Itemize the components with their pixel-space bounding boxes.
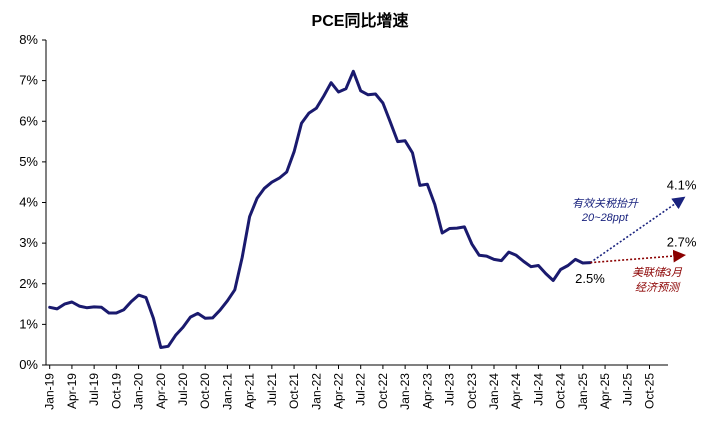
tariff-forecast-label: 4.1% [667, 177, 697, 192]
x-tick-label: Oct-23 [465, 373, 479, 409]
x-tick-label: Jan-19 [43, 373, 57, 410]
x-tick-label: Apr-25 [598, 373, 612, 409]
y-tick-label: 2% [19, 276, 38, 291]
y-axis: 0% 1% 2% 3% 4% 5% 6% 7% 8% [19, 32, 47, 372]
x-tick-label: Apr-22 [331, 373, 345, 409]
x-tick-label: Jan-25 [576, 373, 590, 410]
fed-annotation-line1: 美联储3月 [632, 266, 683, 279]
x-tick-label: Jul-19 [87, 373, 101, 406]
x-tick-label: Oct-22 [376, 373, 390, 409]
x-tick-label: Jul-21 [265, 373, 279, 406]
y-tick-label: 0% [19, 357, 38, 372]
x-tick-label: Jan-20 [132, 373, 146, 410]
y-tick-label: 3% [19, 235, 38, 250]
tariff-annotation-line2: 20~28ppt [581, 212, 629, 224]
x-tick-label: Apr-21 [243, 373, 257, 409]
fed-forecast-label: 2.7% [667, 234, 697, 249]
y-tick-label: 4% [19, 195, 38, 210]
x-tick-label: Jul-22 [354, 373, 368, 406]
y-tick-label: 7% [19, 73, 38, 88]
x-tick-label: Oct-21 [287, 373, 301, 409]
x-tick-label: Jan-22 [309, 373, 323, 410]
tariff-annotation-line1: 有效关税抬升 [572, 197, 639, 210]
x-tick-label: Oct-24 [554, 373, 568, 409]
x-tick-label: Apr-20 [154, 373, 168, 409]
x-tick-label: Jul-23 [443, 373, 457, 406]
x-tick-label: Oct-19 [109, 373, 123, 409]
x-tick-label: Jan-21 [220, 373, 234, 410]
tariff-forecast-arrow [589, 196, 686, 264]
x-tick-label: Jul-20 [176, 373, 190, 406]
x-tick-label: Jan-24 [487, 373, 501, 410]
fed-forecast-arrow [590, 249, 686, 264]
y-tick-label: 8% [19, 32, 38, 47]
x-tick-label: Apr-23 [420, 373, 434, 409]
fed-annotation-line2: 经济预测 [635, 281, 681, 294]
x-tick-label: Apr-19 [65, 373, 79, 409]
x-tick-label: Oct-25 [642, 373, 656, 409]
forecast-layer: 4.1% 2.7% [589, 177, 697, 264]
x-tick-label: Jan-23 [398, 373, 412, 410]
x-tick-label: Apr-24 [509, 373, 523, 409]
x-tick-label: Jul-24 [531, 373, 545, 406]
series-layer [48, 69, 592, 349]
pce-series-line [48, 69, 592, 349]
last-value-label: 2.5% [575, 271, 605, 286]
x-tick-label: Oct-20 [198, 373, 212, 409]
x-axis: Jan-19 Apr-19 Jul-19 Oct-19 Jan-20 Apr-20 Jul-… [43, 364, 668, 410]
y-tick-label: 5% [19, 154, 38, 169]
y-tick-label: 1% [19, 316, 38, 331]
y-tick-label: 6% [19, 113, 38, 128]
chart-title: PCE同比增速 [312, 11, 409, 30]
x-tick-label: Jul-25 [620, 373, 634, 406]
